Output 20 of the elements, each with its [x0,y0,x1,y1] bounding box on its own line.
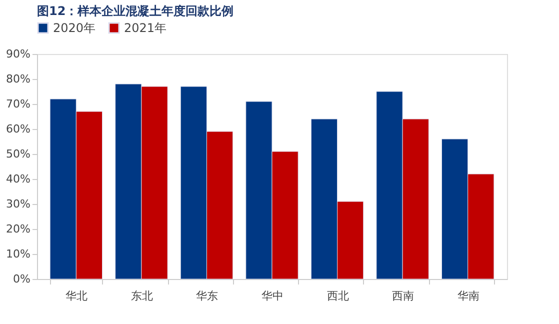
y-tick-label: 80% [6,72,30,86]
y-tick-label: 10% [6,248,30,260]
x-tick-label: 华东 [196,290,218,302]
y-tick-label: 60% [6,122,30,136]
y-tick-label: 40% [6,172,30,186]
chart-title: 图12：样本企业混凝土年度回款比例 [37,4,234,18]
x-tick-label: 西北 [326,290,349,302]
legend-label: 2020年 [53,21,96,35]
y-tick-label: 20% [6,222,30,236]
y-tick-label: 50% [6,148,30,160]
x-tick-label: 华北 [66,290,88,302]
y-tick-label: 30% [6,198,30,210]
x-tick-label: 西南 [392,290,414,302]
x-tick-label: 东北 [130,290,153,302]
y-tick-label: 90% [6,48,30,60]
legend-label: 2021年 [124,21,167,35]
y-tick-label: 70% [6,98,30,110]
x-tick-label: 华中 [262,290,284,302]
y-tick-label: 0% [13,272,30,286]
x-tick-label: 华南 [457,290,480,302]
